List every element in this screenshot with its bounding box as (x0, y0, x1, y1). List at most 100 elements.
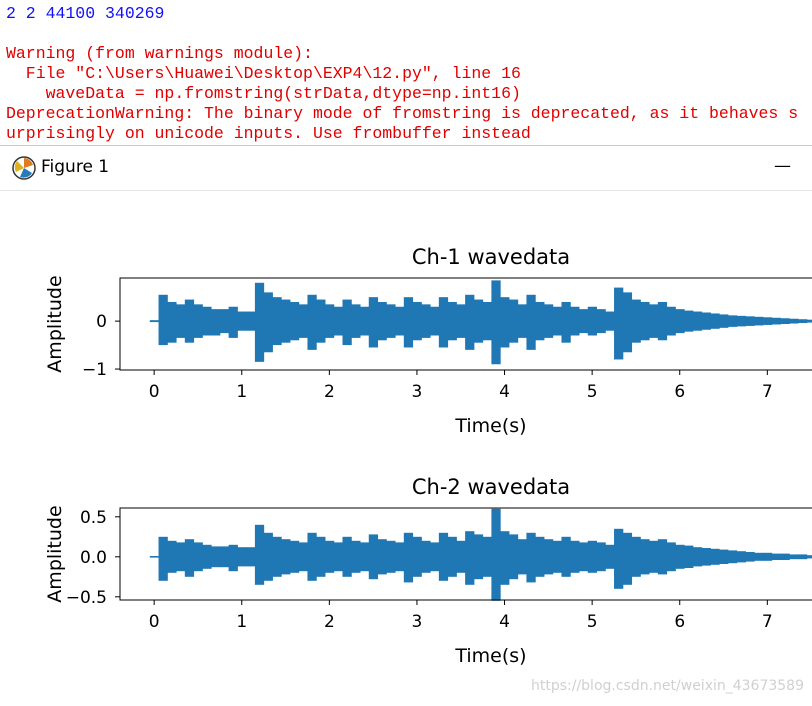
app-icon (12, 156, 36, 180)
watermark: https://blog.csdn.net/weixin_43673589 (530, 678, 804, 694)
waveform-segment (202, 544, 212, 569)
waveform-segment (324, 540, 335, 573)
x-tick-label: 3 (412, 382, 423, 402)
y-tick-label: −1 (82, 360, 107, 380)
waveform-segment (552, 540, 562, 573)
console-line: File "C:\Users\Huawei\Desktop\EXP4\12.py… (6, 64, 521, 83)
waveform-segment (578, 309, 589, 334)
waveform-segment (561, 536, 571, 577)
waveform-segment (526, 532, 536, 583)
waveform-segment (806, 555, 812, 559)
waveform-segment (228, 306, 238, 338)
x-tick-label: 1 (236, 382, 247, 402)
waveform-segment (692, 547, 703, 567)
x-tick-label: 3 (412, 612, 423, 632)
waveform-segment (316, 299, 326, 343)
waveform-segment (780, 553, 790, 560)
waveform-segment (605, 311, 615, 331)
axes-frame (119, 507, 812, 601)
waveform-segment (202, 306, 212, 336)
waveform-segment (675, 544, 685, 569)
chart-title: Ch-1 wavedata (412, 245, 570, 269)
waveform-segment (491, 280, 501, 365)
console-line: DeprecationWarning: The binary mode of f… (6, 104, 799, 123)
waveform-segment (167, 301, 177, 343)
waveform-segment (228, 544, 238, 572)
waveform-segment (281, 299, 291, 343)
y-tick-label: 0.0 (80, 548, 107, 568)
waveform-segment (649, 304, 659, 338)
waveform-segment (360, 542, 370, 572)
waveform-segment (386, 304, 396, 338)
axes-frame (119, 277, 812, 371)
waveform-segment (491, 508, 501, 601)
x-tick-label: 5 (587, 382, 598, 402)
waveform-segment (158, 294, 168, 346)
waveform-segment (780, 318, 790, 324)
waveform-segment (438, 297, 449, 348)
waveform-segment (421, 540, 431, 573)
x-tick-label: 4 (499, 382, 510, 402)
waveform-segment (360, 306, 370, 336)
waveform-segment (403, 532, 414, 583)
waveform-segment (578, 542, 589, 572)
waveform-segment (254, 524, 265, 585)
waveform-segment (684, 310, 694, 332)
waveform-segment (438, 532, 449, 581)
figure: Ch-1 wavedata Time(s) Amplitude 0 1 2 3 4 5 6 7 −1 0… (44, 245, 812, 667)
waveform-segment (219, 309, 230, 334)
waveform-segment (675, 309, 685, 334)
x-tick-label: 1 (236, 612, 247, 632)
minimize-button[interactable]: — (774, 156, 791, 176)
x-tick-label: 2 (324, 612, 335, 632)
x-tick-label: 2 (324, 382, 335, 402)
waveform-segment (307, 532, 317, 581)
waveform-segment (176, 542, 186, 572)
waveform-segment (745, 552, 755, 562)
waveform-segment (500, 531, 510, 585)
waveform-segment (289, 301, 300, 341)
waveform-segment (237, 311, 247, 331)
waveform-segment (543, 304, 554, 338)
waveform-segment (508, 534, 519, 580)
waveform-segment (596, 309, 606, 334)
x-tick-label: 7 (762, 612, 773, 632)
waveform-segment (272, 297, 282, 346)
x-tick-label: 6 (674, 382, 685, 402)
waveform-segment (246, 547, 256, 567)
waveform-segment (754, 552, 764, 561)
waveform-segment (797, 319, 808, 324)
waveform-segment (526, 294, 536, 350)
waveform-segment (771, 317, 781, 325)
waveform-segment (465, 531, 475, 585)
x-tick-label: 5 (587, 612, 598, 632)
waveform-segment (412, 536, 422, 577)
waveform-segment (263, 292, 273, 353)
waveform-segment (307, 294, 317, 350)
waveform-segment (745, 316, 755, 326)
waveform-segment (543, 539, 554, 575)
waveform-segment (412, 301, 422, 341)
waveform-segment (289, 540, 300, 573)
x-tick-label: 0 (149, 612, 160, 632)
waveform-segment (719, 314, 729, 328)
waveform-segment (333, 306, 343, 336)
waveform-segment (622, 292, 633, 353)
waveform-segment (666, 306, 676, 336)
waveform-segment (789, 318, 799, 324)
waveform-segment (246, 311, 256, 331)
waveform-segment (368, 534, 379, 580)
waveform-segment (158, 536, 168, 581)
waveform-segment (640, 539, 650, 575)
waveform-segment (657, 539, 668, 575)
waveform-segment (535, 536, 545, 577)
waveform-segment (762, 317, 773, 325)
waveform-segment (762, 552, 773, 561)
waveform-segment (473, 299, 484, 343)
waveform-segment (701, 312, 711, 330)
console-line: waveData = np.fromstring(strData,dtype=n… (6, 84, 521, 103)
waveform-segment (614, 287, 624, 360)
waveform-segment (324, 304, 335, 338)
waveform-segment (447, 301, 457, 341)
waveform-segment (789, 554, 799, 560)
